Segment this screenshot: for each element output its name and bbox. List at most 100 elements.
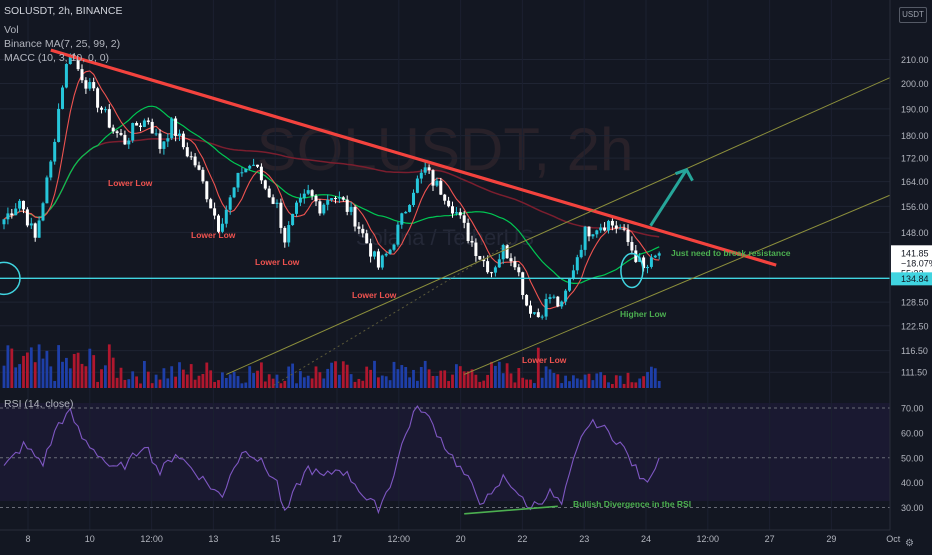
candle-body	[283, 227, 287, 243]
candle-body	[271, 197, 275, 204]
volume-bar	[529, 379, 532, 388]
volume-bar	[618, 375, 622, 388]
volume-bar	[353, 381, 357, 388]
channel-upper-line[interactable]	[226, 75, 894, 375]
volume-bar	[548, 369, 552, 388]
candle-body	[493, 267, 497, 273]
candle-body	[80, 69, 84, 81]
higher-low-circle	[620, 252, 644, 289]
rsi-legend[interactable]: RSI (14, close)	[4, 398, 74, 410]
volume-bar	[260, 362, 263, 388]
candle-body	[462, 215, 466, 223]
time-tick-label: 20	[456, 534, 466, 544]
volume-bar	[338, 374, 341, 388]
candle-body	[400, 213, 404, 225]
volume-bar	[178, 362, 181, 388]
annotation-label[interactable]: Lower Low	[352, 290, 397, 300]
volume-bar	[634, 382, 638, 388]
price-tick-label: 180.00	[901, 131, 929, 141]
volume-bar	[564, 375, 567, 388]
annotation-label[interactable]: Higher Low	[620, 309, 667, 319]
volume-bar	[533, 383, 536, 388]
candle-body	[334, 198, 337, 200]
macc-legend[interactable]: MACC (10, 3, 10, 0, 0)	[4, 52, 110, 64]
volume-bar	[579, 379, 583, 388]
volume-bar	[568, 381, 571, 388]
candle-body	[197, 165, 201, 170]
last-price-text: 141.85	[901, 248, 929, 258]
candle-body	[458, 212, 462, 216]
volume-bar	[224, 377, 228, 388]
volume-bar	[525, 379, 528, 388]
channel-lower-line[interactable]	[464, 193, 894, 375]
annotation-label[interactable]: Lower Low	[108, 178, 153, 188]
candle-body	[501, 245, 505, 260]
candle-body	[37, 220, 41, 238]
candle-body	[287, 225, 291, 243]
divergence-line[interactable]	[464, 505, 558, 515]
price-tick-label: 200.00	[901, 79, 929, 89]
candle-body	[10, 213, 14, 216]
volume-bar	[474, 374, 478, 388]
volume-bar	[143, 360, 146, 388]
time-tick-label: 24	[641, 534, 651, 544]
candle-body	[556, 296, 560, 307]
ma-legend[interactable]: Binance MA(7, 25, 99, 2)	[4, 38, 121, 50]
volume-bar	[182, 369, 185, 388]
resistance-trendline[interactable]	[50, 48, 777, 267]
annotation-label[interactable]: Bullish Divergence in the RSI	[573, 499, 691, 509]
annotation-label[interactable]: Lower Low	[191, 230, 236, 240]
settings-gear-icon[interactable]: ⚙	[905, 538, 914, 549]
annotation-label[interactable]: Just need to break resistance	[671, 248, 791, 258]
candle-body	[443, 194, 447, 201]
candle-body	[482, 259, 486, 262]
candle-body	[263, 180, 267, 189]
candle-body	[564, 290, 568, 302]
rsi-tick-label: 40.00	[901, 478, 924, 488]
volume-bar	[306, 375, 310, 388]
candle-body	[119, 133, 123, 135]
volume-bar	[330, 362, 333, 388]
candle-body	[610, 220, 614, 226]
time-tick-label: 15	[270, 534, 280, 544]
volume-bar	[326, 368, 330, 388]
candle-body	[252, 164, 256, 166]
projection-arrow[interactable]	[649, 168, 688, 227]
candle-body	[380, 255, 384, 268]
candle-body	[53, 141, 57, 162]
volume-bar	[517, 368, 521, 388]
volume-bar	[443, 370, 447, 388]
volume-bar	[111, 357, 115, 388]
annotation-label[interactable]: Lower Low	[255, 257, 300, 267]
volume-bar	[505, 363, 509, 388]
candle-body	[178, 133, 181, 136]
candle-body	[649, 257, 653, 267]
volume-bar	[361, 380, 365, 388]
candle-body	[154, 133, 158, 135]
candle-body	[22, 200, 25, 210]
candle-body	[259, 166, 263, 181]
candle-body	[123, 134, 127, 145]
volume-bar	[591, 380, 595, 388]
volume-bar	[322, 378, 326, 388]
volume-legend[interactable]: Vol	[4, 24, 19, 36]
watermark-main: SOLUSDT, 2h	[257, 116, 634, 183]
volume-bar	[494, 365, 497, 388]
rsi-tick-label: 60.00	[901, 428, 924, 438]
candle-body	[451, 206, 454, 214]
candle-body	[275, 202, 279, 204]
volume-bar	[384, 376, 388, 388]
volume-bar	[41, 358, 45, 388]
annotation-label[interactable]: Lower Low	[522, 355, 567, 365]
currency-button[interactable]: USDT	[899, 7, 927, 23]
candle-body	[224, 209, 228, 224]
volume-bar	[334, 361, 337, 388]
candle-body	[100, 107, 103, 110]
candle-body	[415, 178, 419, 193]
candle-body	[322, 204, 326, 214]
volume-bar	[419, 366, 423, 388]
volume-bar	[96, 381, 99, 388]
volume-bar	[521, 377, 525, 388]
